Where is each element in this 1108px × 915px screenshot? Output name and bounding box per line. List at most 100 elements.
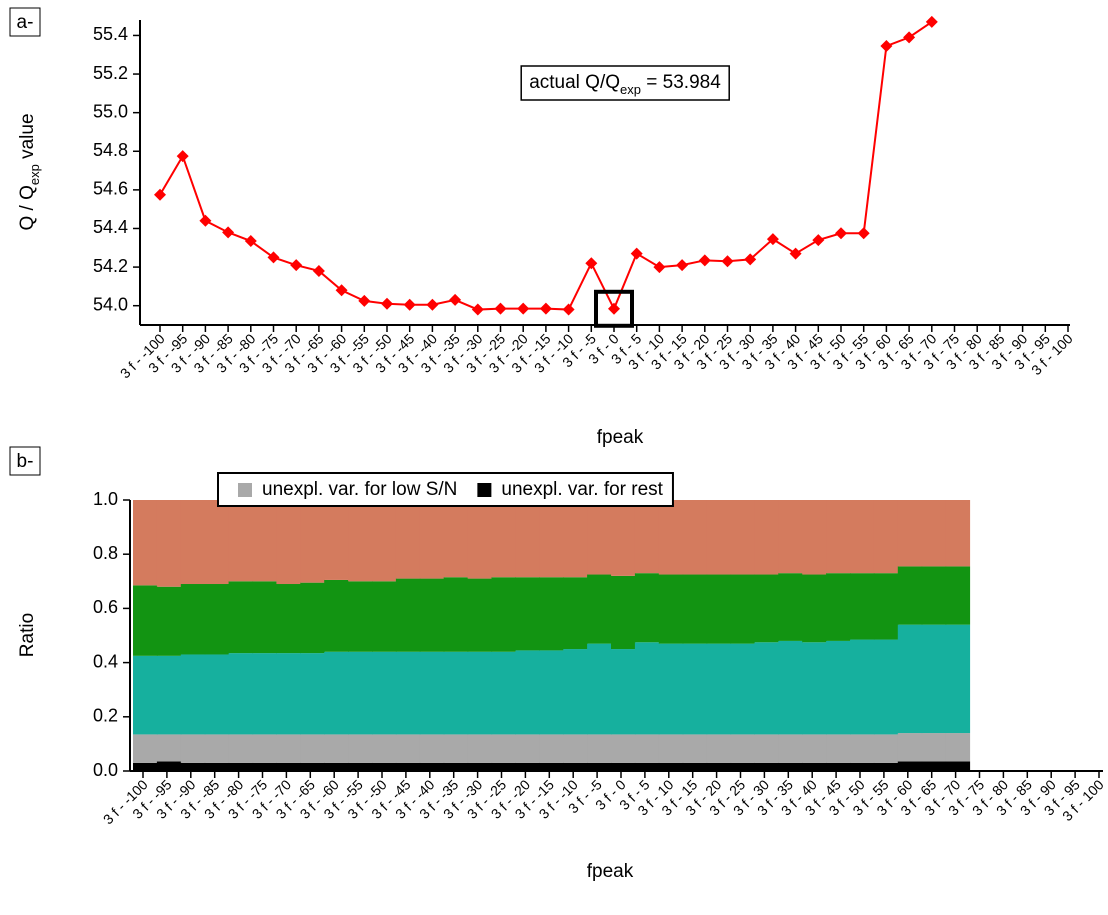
marker xyxy=(630,247,643,260)
area-segment xyxy=(754,574,779,643)
area-segment xyxy=(276,762,301,771)
area-segment xyxy=(276,500,301,585)
area-segment xyxy=(634,642,660,735)
marker xyxy=(358,294,371,307)
area-segment xyxy=(228,653,254,735)
y-tick-label: 55.4 xyxy=(93,24,128,44)
area-segment xyxy=(706,643,732,735)
area-segment xyxy=(945,733,971,762)
area-segment xyxy=(539,500,564,578)
area-segment xyxy=(276,734,301,763)
marker xyxy=(154,188,166,201)
area-segment xyxy=(419,500,445,579)
area-segment xyxy=(539,577,564,651)
area-segment xyxy=(778,762,803,771)
y-axis-label: Q / Qexp value xyxy=(17,113,42,230)
area-segment xyxy=(395,651,421,735)
area-segment xyxy=(133,655,158,735)
annotation-part: exp xyxy=(620,82,641,97)
area-segment xyxy=(587,500,612,575)
area-segment xyxy=(706,500,732,575)
y-tick-label: 0.6 xyxy=(93,597,118,617)
annotation-part: = 53.984 xyxy=(641,72,721,93)
area-segment xyxy=(324,500,349,580)
marker xyxy=(290,259,303,272)
area-segment xyxy=(921,733,947,762)
area-segment xyxy=(467,500,493,579)
legend-swatch xyxy=(477,483,492,497)
area-segment xyxy=(515,762,540,771)
area-segment xyxy=(826,762,851,771)
area-segment xyxy=(682,574,708,644)
marker xyxy=(403,298,416,311)
area-segment xyxy=(467,734,493,763)
area-segment xyxy=(133,734,158,763)
area-segment xyxy=(658,574,684,644)
area-segment xyxy=(754,734,779,763)
area-segment xyxy=(778,734,803,763)
area-segment xyxy=(300,762,325,771)
area-segment xyxy=(921,761,947,771)
y-tick-label: 55.0 xyxy=(93,101,128,121)
marker xyxy=(880,40,893,53)
area-segment xyxy=(873,500,899,574)
area-segment xyxy=(252,653,277,735)
area-segment xyxy=(897,733,923,762)
area-segment xyxy=(300,500,325,583)
area-segment xyxy=(180,500,206,585)
marker xyxy=(244,235,257,248)
area-segment xyxy=(730,762,755,771)
area-segment xyxy=(897,566,923,625)
marker xyxy=(789,247,802,260)
area-segment xyxy=(873,639,899,735)
marker xyxy=(721,255,734,268)
area-segment xyxy=(826,640,851,735)
marker xyxy=(335,284,348,297)
area-segment xyxy=(372,762,397,771)
area-segment xyxy=(730,500,755,575)
marker xyxy=(608,302,620,315)
area-segment xyxy=(945,624,971,734)
legend-label: unexpl. var. for rest xyxy=(501,479,663,500)
area-segment xyxy=(348,651,373,735)
area-segment xyxy=(180,584,206,655)
area-segment xyxy=(443,734,469,763)
area-segment xyxy=(276,653,301,735)
area-segment xyxy=(634,573,660,643)
marker xyxy=(585,257,598,270)
area-segment xyxy=(897,500,923,567)
area-segment xyxy=(156,500,182,587)
marker xyxy=(312,264,325,277)
area-segment xyxy=(348,762,373,771)
area-segment xyxy=(563,500,588,578)
y-axis-label: Ratio xyxy=(17,613,38,657)
area-segment xyxy=(706,574,732,644)
legend-swatch xyxy=(238,483,252,497)
area-segment xyxy=(133,585,158,656)
area-segment xyxy=(372,500,397,582)
area-segment xyxy=(467,651,493,735)
area-segment xyxy=(252,581,277,654)
area-segment xyxy=(180,762,206,771)
area-segment xyxy=(682,643,708,735)
marker xyxy=(199,214,212,227)
area-segment xyxy=(395,734,421,763)
area-segment xyxy=(443,577,469,652)
legend-box xyxy=(217,472,674,507)
y-tick-label: 0.0 xyxy=(93,760,118,780)
x-axis-label: fpeak xyxy=(587,861,634,882)
area-segment xyxy=(204,584,230,655)
area-segment xyxy=(228,734,254,763)
marker xyxy=(562,303,575,316)
area-segment xyxy=(467,578,493,652)
area-segment xyxy=(730,574,755,644)
area-segment xyxy=(897,761,923,771)
area-segment xyxy=(204,500,230,585)
area-segment xyxy=(443,651,469,735)
area-segment xyxy=(634,762,660,771)
area-segment xyxy=(419,734,445,763)
area-segment xyxy=(300,653,325,735)
area-segment xyxy=(395,578,421,652)
area-segment xyxy=(730,643,755,735)
area-segment xyxy=(921,624,947,734)
